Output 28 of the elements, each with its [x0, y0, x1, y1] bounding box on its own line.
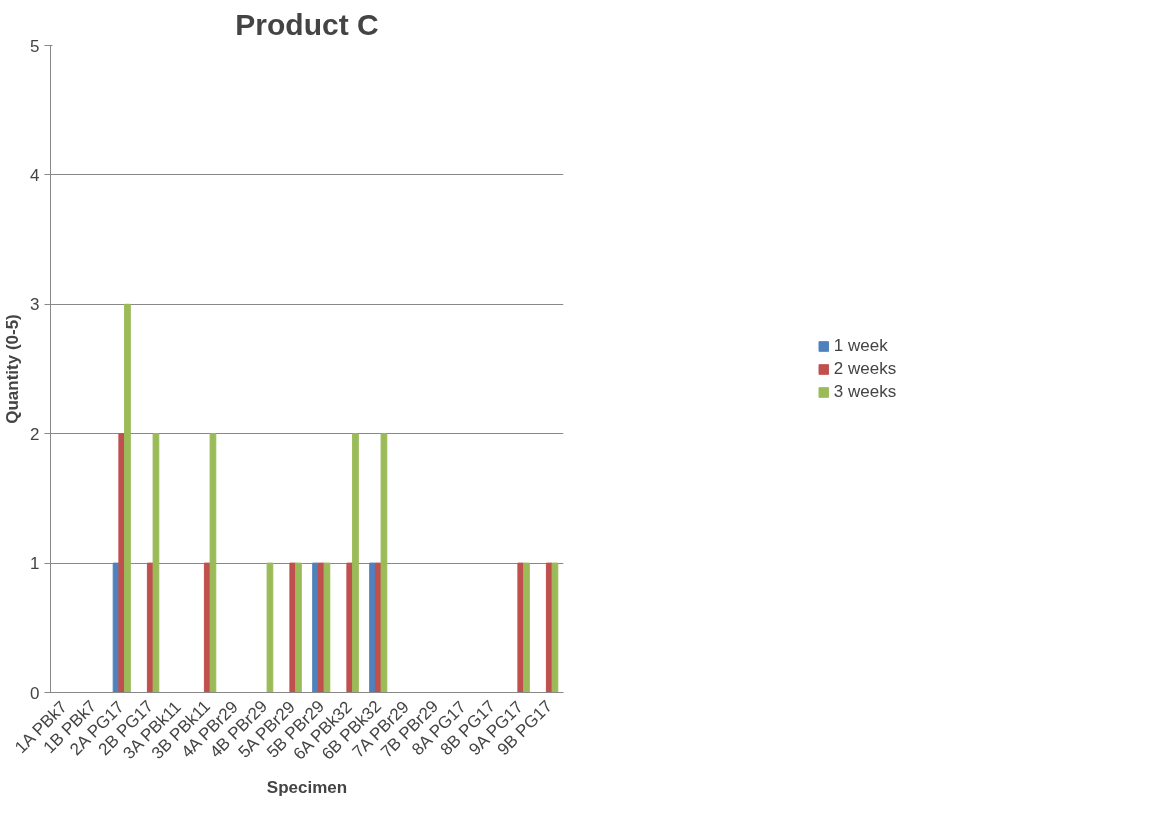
y-tick-label: 4 — [30, 165, 40, 185]
y-tick-label: 5 — [30, 36, 40, 56]
bar — [266, 562, 274, 693]
x-axis-title: Specimen — [266, 778, 348, 798]
bar — [124, 303, 131, 693]
legend-label: 3 weeks — [833, 381, 897, 402]
legend-label: 1 week — [833, 335, 888, 356]
chart-title: Product C — [235, 7, 379, 41]
bar — [323, 562, 331, 693]
bar — [118, 433, 126, 693]
bar — [312, 562, 319, 693]
bar — [369, 562, 376, 693]
legend-label: 2 weeks — [833, 358, 897, 379]
bar — [517, 562, 525, 693]
y-tick-label: 1 — [30, 554, 40, 574]
y-tick-label: 0 — [30, 683, 40, 703]
y-tick-label: 2 — [30, 424, 40, 444]
y-axis-title: Quantity (0-5) — [3, 314, 23, 424]
bar — [346, 562, 354, 693]
y-tick-label: 3 — [30, 295, 40, 315]
bar — [352, 433, 359, 693]
bar — [152, 433, 160, 693]
bar — [289, 562, 297, 693]
bar — [523, 562, 530, 693]
bar — [295, 562, 302, 693]
bar — [551, 562, 559, 693]
bar — [380, 433, 388, 693]
bar — [209, 433, 217, 693]
